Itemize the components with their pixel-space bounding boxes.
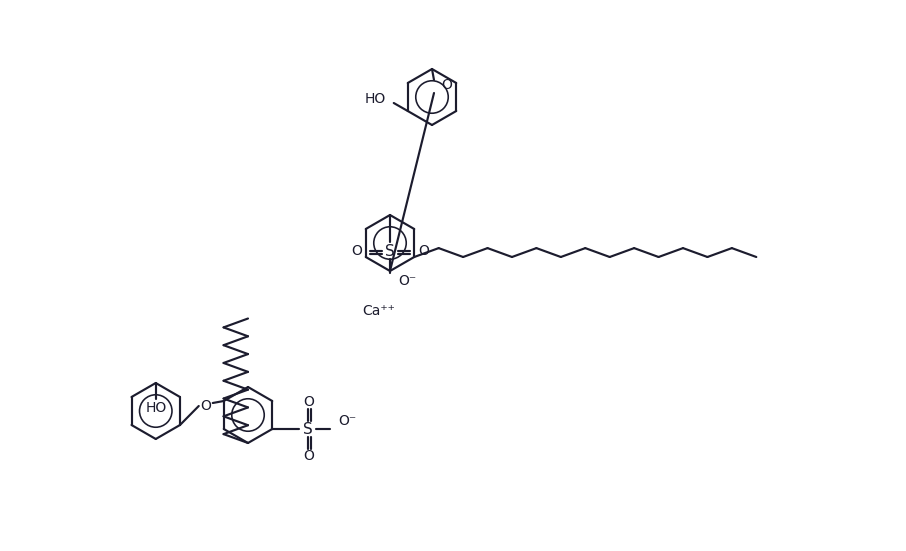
Text: O: O: [418, 244, 429, 258]
Text: O⁻: O⁻: [398, 274, 416, 288]
Text: O: O: [200, 399, 211, 413]
Text: HO: HO: [364, 92, 386, 106]
Text: S: S: [304, 422, 313, 436]
Text: O⁻: O⁻: [338, 414, 356, 428]
Text: O: O: [303, 395, 313, 409]
Text: O: O: [303, 449, 313, 463]
Text: Ca⁺⁺: Ca⁺⁺: [362, 304, 395, 318]
Text: HO: HO: [145, 401, 167, 415]
Text: S: S: [385, 244, 395, 258]
Text: O: O: [352, 244, 362, 258]
Text: O: O: [441, 78, 452, 92]
